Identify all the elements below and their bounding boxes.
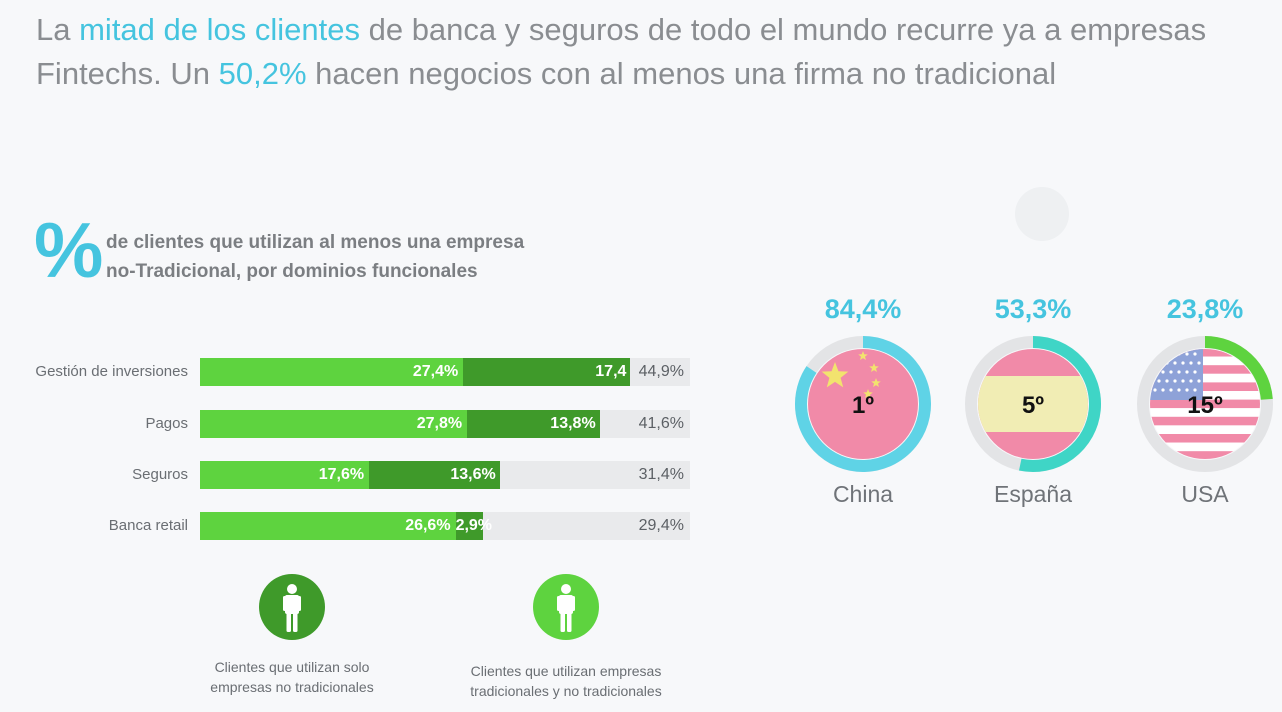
person-icon xyxy=(259,574,325,640)
bar-value-label: 27,8% xyxy=(416,415,463,432)
country-name: China xyxy=(832,481,894,507)
headline-part2: de banca y seguros de todo el mundo recu… xyxy=(36,12,1207,91)
country-rank: 15º xyxy=(1187,392,1223,419)
china-flag-icon xyxy=(808,349,918,459)
bar-row: Pagos 27,8% 13,8% 41,6% xyxy=(0,410,700,438)
donut-value-arc xyxy=(795,336,931,472)
percent-symbol: % xyxy=(34,206,103,294)
bar-value-label: 27,4% xyxy=(412,363,459,380)
donut-value-arc xyxy=(1019,336,1101,472)
bar-segment-traditional-and-fintech xyxy=(200,410,468,438)
bar-value-label: 13,6% xyxy=(450,466,496,483)
country-percentage: 84,4% xyxy=(824,294,902,324)
country-rank: 1º xyxy=(852,392,874,419)
bar-track: 27,8% 13,8% 41,6% xyxy=(200,410,690,438)
country-percentage: 53,3% xyxy=(994,294,1072,324)
bar-track: 26,6% 2,9% 29,4% xyxy=(200,512,690,540)
legend-label: Clientes que utilizan empresas tradiciona… xyxy=(470,663,662,699)
legend-label: Clientes que utilizan solo empresas no tr… xyxy=(210,659,374,695)
bar-segment-traditional-and-fintech xyxy=(200,461,370,489)
bar-row: Gestión de inversiones 27,4% 17,4 44,9% xyxy=(0,358,700,386)
bar-segment-fintech-only xyxy=(455,512,484,540)
country-name: USA xyxy=(1181,481,1229,507)
bar-total-label: 41,6% xyxy=(638,415,684,432)
headline-part3: hacen negocios con al menos una firma no… xyxy=(306,56,1057,91)
bar-total-label: 29,4% xyxy=(638,517,684,534)
bar-row: Banca retail 26,6% 2,9% 29,4% xyxy=(0,512,700,540)
bar-category-label: Banca retail xyxy=(108,517,188,534)
bar-segment-traditional-and-fintech xyxy=(200,358,464,386)
country-percentage: 23,8% xyxy=(1166,294,1244,324)
country-donut: 1º xyxy=(793,334,933,479)
country-rank: 5º xyxy=(1022,392,1044,419)
bar-row: Seguros 17,6% 13,6% 31,4% xyxy=(0,461,700,489)
headline: La mitad de los clientes de banca y segu… xyxy=(36,8,1216,96)
bar-segment-traditional-and-fintech xyxy=(200,512,456,540)
bar-value-label: 17,6% xyxy=(318,466,365,483)
decorative-dot xyxy=(1015,187,1069,241)
country-donut: 15º xyxy=(1135,334,1275,479)
bar-track: 17,6% 13,6% 31,4% xyxy=(200,461,690,489)
country-donut: 5º xyxy=(963,334,1103,479)
bar-total-label: 44,9% xyxy=(638,363,684,380)
country-name: España xyxy=(993,481,1072,507)
bar-category-label: Pagos xyxy=(145,415,188,432)
headline-part1: La xyxy=(36,12,80,47)
spain-flag-icon xyxy=(978,349,1088,459)
bar-segment-fintech-only xyxy=(463,358,631,386)
bar-total-label: 31,4% xyxy=(638,466,684,483)
bar-value-label: 2,9% xyxy=(455,517,493,534)
subtitle-line-2: no-Tradicional, por dominios funcionales xyxy=(106,261,478,282)
bar-track: 27,4% 17,4 44,9% xyxy=(200,358,690,386)
bar-segment-fintech-only xyxy=(467,410,600,438)
donut-value-arc xyxy=(1204,336,1273,400)
bar-category-label: Seguros xyxy=(132,466,188,483)
bar-value-label: 17,4 xyxy=(595,363,627,380)
headline-highlight-1: mitad de los clientes xyxy=(79,12,360,47)
subtitle-text: de clientes que utilizan al menos una em… xyxy=(106,228,626,286)
bar-category-label: Gestión de inversiones xyxy=(35,363,188,380)
bar-value-label: 26,6% xyxy=(405,517,451,534)
bar-segment-fintech-only xyxy=(369,461,500,489)
headline-highlight-2: 50,2% xyxy=(218,56,307,91)
bar-value-label: 13,8% xyxy=(550,415,596,432)
person-icon xyxy=(533,574,599,640)
subtitle-line-1: de clientes que utilizan al menos una em… xyxy=(106,232,525,253)
usa-flag-icon xyxy=(1150,349,1260,459)
